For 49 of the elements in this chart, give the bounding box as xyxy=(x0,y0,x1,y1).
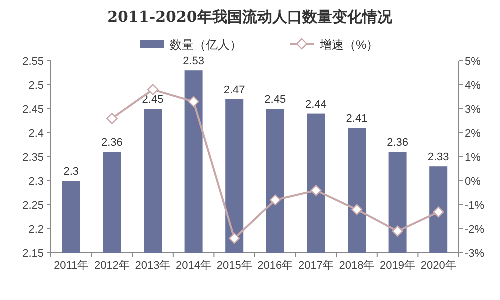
legend-label: 增速（%） xyxy=(319,38,379,52)
data-label: 2.45 xyxy=(264,94,286,106)
x-tick-label: 2016年 xyxy=(258,260,294,272)
y2-tick-label: -1% xyxy=(465,200,485,212)
x-tick-label: 2019年 xyxy=(380,260,416,272)
point xyxy=(188,96,200,108)
legend-label: 数量（亿人） xyxy=(170,38,242,52)
x-tick-label: 2020年 xyxy=(420,260,456,272)
point xyxy=(433,206,444,218)
data-label: 2.41 xyxy=(346,113,368,126)
y-tick-label: 2.4 xyxy=(28,128,44,140)
x-tick-label: 2017年 xyxy=(298,260,334,272)
y2-tick-label: 0% xyxy=(465,176,482,188)
x-tick-label: 2011年 xyxy=(54,260,89,272)
point xyxy=(147,84,159,96)
data-label: 2.33 xyxy=(428,152,450,164)
y-tick-label: 2.55 xyxy=(22,56,44,68)
y-tick-label: 2.25 xyxy=(22,200,44,212)
x-tick-label: 2018年 xyxy=(339,260,375,272)
y-tick-label: 2.2 xyxy=(28,224,44,236)
x-tick-label: 2013年 xyxy=(135,260,171,272)
x-tick-label: 2014年 xyxy=(176,260,212,272)
data-label: 2.3 xyxy=(64,166,80,178)
x-tick-label: 2015年 xyxy=(216,260,252,272)
point xyxy=(106,113,118,124)
y-tick-label: 2.45 xyxy=(22,104,44,116)
data-label: 2.36 xyxy=(101,137,123,150)
point xyxy=(270,194,281,206)
point xyxy=(310,185,322,196)
y-tick-label: 2.35 xyxy=(22,152,44,164)
y2-tick-label: 2% xyxy=(465,128,482,140)
y2-tick-label: 1% xyxy=(465,152,482,164)
y2-tick-label: -3% xyxy=(465,248,485,260)
y2-tick-label: -2% xyxy=(465,224,485,236)
y2-tick-label: 4% xyxy=(465,80,482,92)
y-tick-label: 2.3 xyxy=(28,176,44,188)
point xyxy=(392,226,404,237)
point xyxy=(229,233,240,244)
data-label: 2.44 xyxy=(305,98,327,111)
y2-tick-label: 3% xyxy=(465,104,482,116)
chart-title: 2011-2020年我国流动人口数量变化情况 xyxy=(108,8,394,26)
x-tick-label: 2012年 xyxy=(94,260,130,272)
data-label: 2.47 xyxy=(224,84,246,96)
data-label: 2.36 xyxy=(387,137,409,150)
y2-tick-label: 5% xyxy=(465,56,482,68)
y-tick-label: 2.5 xyxy=(28,80,44,92)
data-label: 2.53 xyxy=(183,56,205,68)
point xyxy=(351,204,363,216)
y-tick-label: 2.15 xyxy=(22,248,44,260)
